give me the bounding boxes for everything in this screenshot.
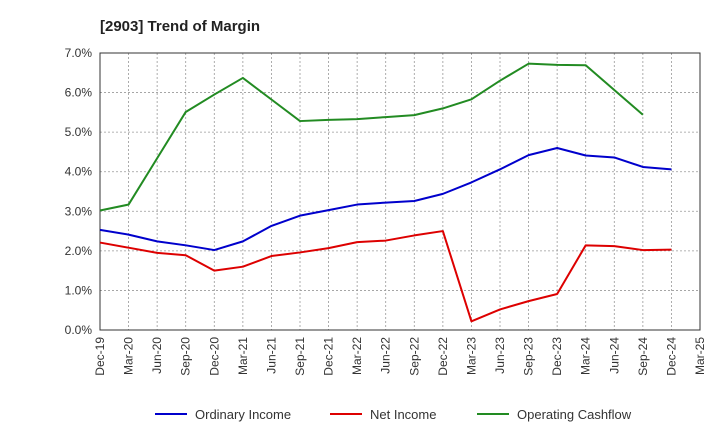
legend-label: Ordinary Income (195, 407, 291, 422)
y-tick-label: 5.0% (65, 125, 93, 139)
series-line-segment (99, 62, 644, 212)
chart-title: [2903] Trend of Margin (100, 18, 260, 35)
legend-item: Net Income (330, 407, 436, 422)
series-lines (99, 62, 672, 323)
series-ordinary-income (99, 146, 672, 252)
series-net-income (99, 230, 672, 323)
legend: Ordinary Income Net Income Operating Cashf… (155, 407, 632, 422)
x-tick-label: Jun-22 (379, 337, 393, 374)
legend-label: Operating Cashflow (517, 407, 632, 422)
x-tick-label: Jun-24 (607, 337, 621, 374)
y-tick-label: 0.0% (65, 323, 93, 337)
x-tick-label: Dec-23 (550, 337, 564, 376)
plot-frame (99, 52, 701, 331)
axes (99, 52, 701, 331)
x-tick-label: Mar-22 (350, 337, 364, 375)
x-tick-label: Mar-23 (464, 337, 478, 375)
y-tick-label: 6.0% (65, 86, 93, 100)
x-tick-label: Jun-20 (150, 337, 164, 374)
x-tick-label: Sep-23 (522, 337, 536, 376)
legend-label: Net Income (370, 407, 436, 422)
x-tick-label: Dec-24 (664, 337, 678, 376)
x-tick-label: Jun-21 (264, 337, 278, 374)
x-tick-label: Mar-20 (122, 337, 136, 375)
y-tick-label: 7.0% (65, 46, 93, 60)
series-line-segment (99, 146, 672, 252)
legend-item: Ordinary Income (155, 407, 291, 422)
y-axis-ticks: 0.0% 1.0% 2.0% 3.0% 4.0% 5.0% 6.0% 7.0% (65, 46, 93, 337)
x-tick-label: Mar-24 (579, 337, 593, 375)
x-tick-label: Sep-24 (636, 337, 650, 376)
x-tick-label: Dec-20 (207, 337, 221, 376)
grid (99, 52, 701, 331)
x-tick-label: Sep-22 (407, 337, 421, 376)
x-axis-ticks: Dec-19 Mar-20 Jun-20 Sep-20 Dec-20 Mar-21 Jun-… (93, 337, 707, 376)
y-tick-label: 4.0% (65, 165, 93, 179)
x-tick-label: Mar-21 (236, 337, 250, 375)
x-tick-label: Sep-20 (179, 337, 193, 376)
x-tick-label: Dec-21 (322, 337, 336, 376)
x-tick-label: Mar-25 (693, 337, 707, 375)
y-tick-label: 2.0% (65, 244, 93, 258)
x-tick-label: Dec-22 (436, 337, 450, 376)
y-tick-label: 1.0% (65, 283, 93, 297)
legend-item: Operating Cashflow (477, 407, 632, 422)
series-line-segment (99, 230, 672, 323)
x-tick-label: Sep-21 (293, 337, 307, 376)
x-tick-label: Jun-23 (493, 337, 507, 374)
series-operating-cashflow (99, 62, 644, 212)
x-tick-label: Dec-19 (93, 337, 107, 376)
y-tick-label: 3.0% (65, 204, 93, 218)
